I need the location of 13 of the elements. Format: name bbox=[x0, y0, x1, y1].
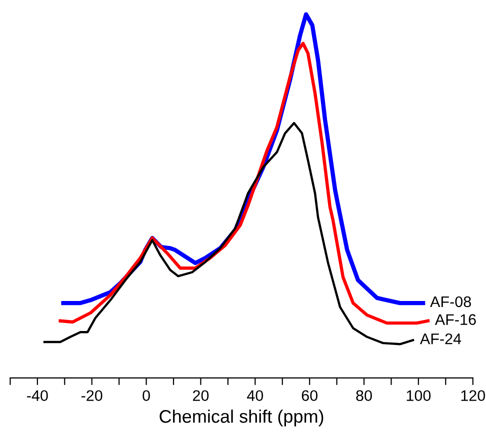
series-label: AF-08 bbox=[430, 296, 471, 308]
x-tick-label: 120 bbox=[461, 390, 486, 402]
x-tick-label: -20 bbox=[81, 390, 102, 402]
x-tick-label: 80 bbox=[356, 390, 372, 402]
x-tick-label: 60 bbox=[302, 390, 318, 402]
series-label: AF-24 bbox=[420, 333, 462, 344]
series-label: AF-16 bbox=[434, 314, 476, 325]
x-tick-label: 0 bbox=[142, 390, 150, 402]
x-tick-label: 40 bbox=[247, 390, 264, 402]
x-tick-label: -40 bbox=[27, 390, 48, 402]
x-tick-label: 100 bbox=[406, 390, 431, 402]
x-axis-title: Chemical shift (ppm) bbox=[160, 410, 324, 426]
x-tick-label: 20 bbox=[192, 390, 209, 402]
